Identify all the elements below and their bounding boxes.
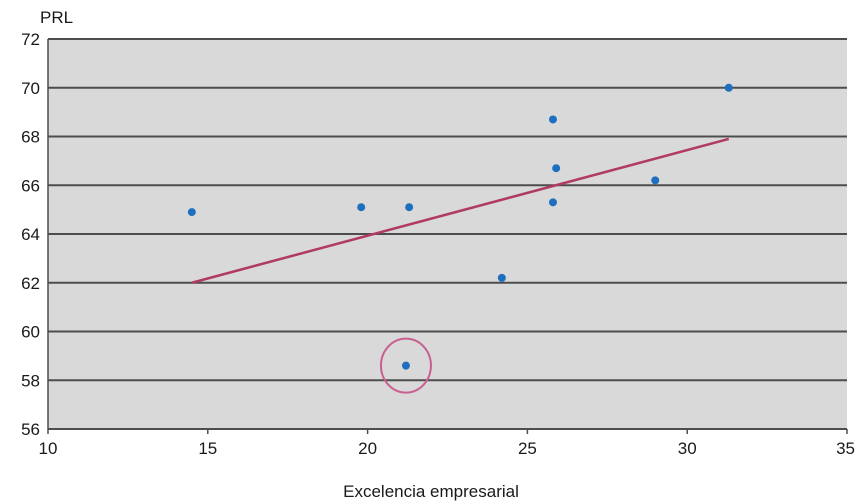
y-tick-label: 58 — [21, 371, 40, 390]
data-points — [187, 83, 733, 370]
y-tick-label: 64 — [21, 225, 40, 244]
y-tick-label: 72 — [21, 30, 40, 49]
data-point — [405, 203, 414, 212]
x-tick-label: 30 — [678, 439, 697, 458]
gridlines — [47, 38, 848, 434]
x-tick-labels: 10 15 20 25 30 35 — [39, 439, 855, 458]
x-axis-title: Excelencia empresarial — [343, 482, 519, 501]
data-point — [552, 164, 561, 173]
y-tick-label: 56 — [21, 420, 40, 439]
y-tick-label: 68 — [21, 128, 40, 147]
x-tick-label: 25 — [518, 439, 537, 458]
x-tick-label: 20 — [358, 439, 377, 458]
y-tick-label: 66 — [21, 176, 40, 195]
data-point — [497, 273, 506, 282]
highlight-circle — [379, 337, 432, 394]
x-tick-label: 10 — [39, 439, 58, 458]
y-tick-label: 62 — [21, 274, 40, 293]
data-point — [651, 176, 660, 185]
x-tick-label: 35 — [836, 439, 855, 458]
y-axis-title: PRL — [40, 8, 73, 27]
data-point — [724, 83, 733, 92]
data-point — [548, 115, 557, 124]
y-tick-label: 70 — [21, 79, 40, 98]
y-tick-labels: 56 58 60 62 64 66 68 70 72 — [21, 30, 40, 439]
data-point — [401, 361, 410, 370]
x-tick-label: 15 — [198, 439, 217, 458]
trend-line — [191, 137, 730, 284]
data-point — [548, 198, 557, 207]
data-point — [357, 203, 366, 212]
data-point — [187, 208, 196, 217]
y-tick-label: 60 — [21, 323, 40, 342]
